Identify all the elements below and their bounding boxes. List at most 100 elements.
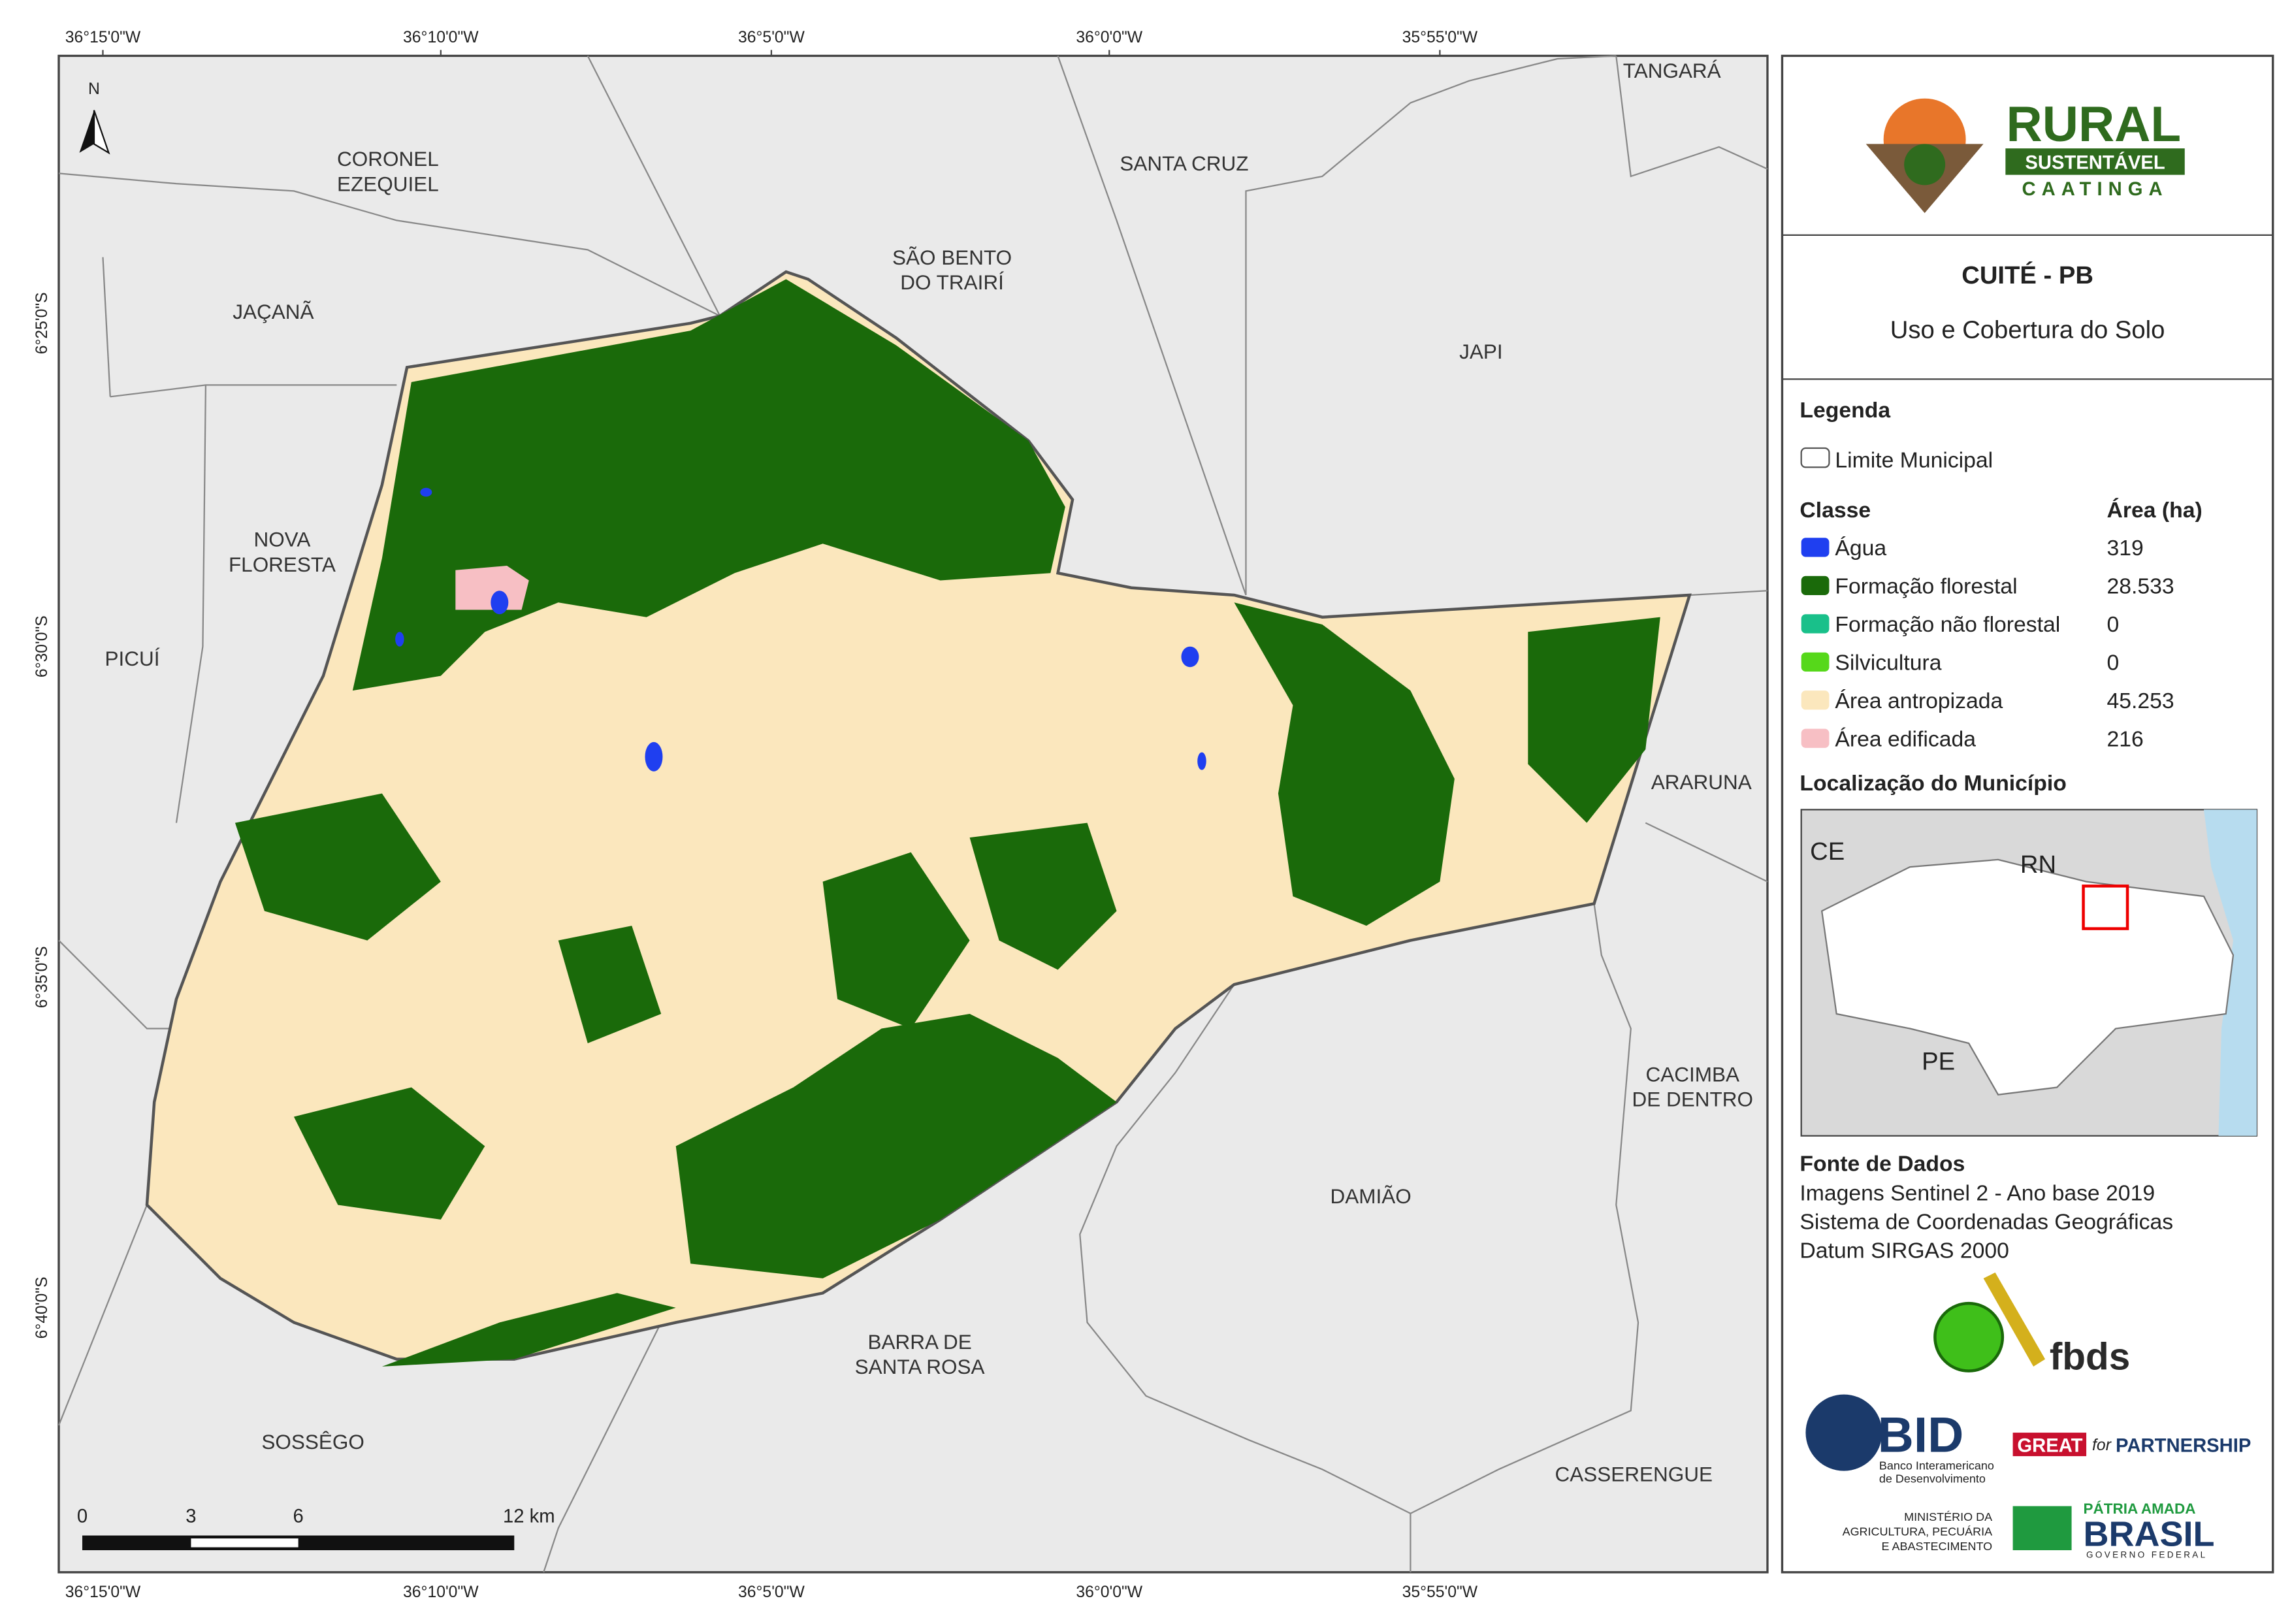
legend-area: 216: [2107, 727, 2144, 752]
lon-label: 36°0'0"W: [1076, 29, 1142, 46]
great-logo: GREAT: [2017, 1435, 2082, 1456]
great-partnership: PARTNERSHIP: [2116, 1435, 2251, 1456]
source-lines: Imagens Sentinel 2 - Ano base 2019 Sistem…: [1800, 1181, 2173, 1263]
inset-label: RN: [2020, 851, 2056, 879]
legend-class: Formação não florestal: [1835, 612, 2060, 637]
legend-area: 319: [2107, 536, 2144, 560]
source-heading: Fonte de Dados: [1800, 1152, 1965, 1177]
legend-swatch: [1800, 447, 1830, 468]
lon-label: 36°5'0"W: [738, 1583, 805, 1601]
lon-label: 36°15'0"W: [65, 1583, 141, 1601]
legend-area: 0: [2107, 612, 2120, 637]
legend-class: Água: [1835, 536, 1886, 560]
built-area: [455, 565, 529, 610]
scale-bar: [82, 1535, 515, 1551]
lon-label: 35°55'0"W: [1402, 1583, 1478, 1601]
brasil-top: PÁTRIA AMADA: [2084, 1501, 2196, 1517]
scale-label: 3: [186, 1506, 196, 1527]
source-line: Imagens Sentinel 2 - Ano base 2019: [1800, 1181, 2155, 1206]
logo-mark: [1865, 98, 1984, 214]
place-label: FLORESTA: [229, 553, 336, 576]
legend-area: 45.253: [2107, 689, 2174, 713]
place-label: CASSERENGUE: [1555, 1462, 1713, 1486]
place-label: TANGARÁ: [1623, 59, 1721, 82]
bid-logo: BID: [1878, 1407, 1964, 1463]
legend-heading: Legenda: [1800, 398, 1890, 423]
lon-label: 36°0'0"W: [1076, 1583, 1142, 1601]
place-label: SOSSÊGO: [261, 1430, 364, 1453]
partner-logos: [1805, 1272, 2087, 1551]
panel-title: CUITÉ - PB: [1961, 261, 2093, 289]
legend-class: Área antropizada: [1835, 689, 2003, 713]
lon-label: 36°10'0"W: [403, 29, 479, 46]
place-label: SANTA CRUZ: [1120, 152, 1248, 175]
place-label: JAPI: [1459, 340, 1503, 363]
forest-areas: [234, 279, 1660, 1367]
class-header: Classe: [1800, 498, 1871, 523]
area-header: Área (ha): [2107, 498, 2203, 523]
legend-area: 0: [2107, 651, 2120, 675]
location-heading: Localização do Município: [1800, 771, 2066, 796]
place-label: BARRA DE: [867, 1330, 971, 1354]
ministry: AGRICULTURA, PECUÁRIA: [1843, 1525, 1993, 1538]
inset-labels: CE RN PE: [1810, 837, 2056, 1076]
location-inset: [1800, 809, 2258, 1137]
logo-band: [2005, 148, 2185, 175]
legend-area: 28.533: [2107, 574, 2174, 599]
lon-label: 36°10'0"W: [403, 1583, 479, 1601]
legend-swatch: [1801, 652, 1830, 672]
lat-label: 6°30'0"S: [33, 615, 51, 677]
inset-label: PE: [1922, 1048, 1955, 1076]
north-label: N: [88, 80, 100, 98]
place-label: DAMIÃO: [1331, 1184, 1412, 1208]
panel-subtitle: Uso e Cobertura do Solo: [1890, 316, 2165, 344]
bid-sub: de Desenvolvimento: [1879, 1472, 1986, 1486]
bid-sub: Banco Interamericano: [1879, 1459, 1994, 1472]
legend-boundary: Limite Municipal: [1835, 447, 1993, 472]
legend-class: Silvicultura: [1835, 651, 1941, 675]
source-line: Datum SIRGAS 2000: [1800, 1238, 2009, 1263]
legend-swatch: [1801, 690, 1830, 710]
inset-label: CE: [1810, 837, 1845, 866]
legend-swatch: [1801, 538, 1830, 557]
place-label: ARARUNA: [1651, 770, 1752, 794]
source-line: Sistema de Coordenadas Geográficas: [1800, 1210, 2173, 1235]
lat-label: 6°35'0"S: [33, 946, 51, 1008]
lon-label: 36°15'0"W: [65, 29, 141, 46]
place-label: EZEQUIEL: [337, 172, 439, 195]
ministry: MINISTÉRIO DA: [1904, 1510, 1992, 1523]
place-label: NOVA: [253, 528, 310, 551]
neighbour-boundaries: [57, 55, 1768, 1573]
legend-class: Área edificada: [1835, 727, 1976, 752]
legend-swatch: [1801, 728, 1830, 748]
place-label: JAÇANÃ: [233, 300, 314, 323]
logo-title: RURAL: [2007, 97, 2182, 152]
logo-band-text: SUSTENTÁVEL: [2025, 152, 2165, 174]
great-for: for: [2092, 1437, 2112, 1454]
scale-label: 6: [293, 1506, 304, 1527]
lat-label: 6°25'0"S: [33, 292, 51, 354]
place-label: CACIMBA: [1646, 1062, 1739, 1086]
place-label: PICUÍ: [105, 647, 159, 670]
logo-sub: CAATINGA: [2022, 179, 2169, 200]
brasil: BRASIL: [2084, 1514, 2215, 1553]
map-labels: 36°15'0"W 36°15'0"W 36°10'0"W 36°10'0"W 36°5…: [33, 29, 1753, 1601]
place-label: CORONEL: [337, 147, 439, 171]
legend-rows: Água 319 Formação florestal 28.533 Formação …: [1801, 536, 2174, 752]
north-arrow-right: [93, 110, 110, 155]
legend-swatch: [1801, 576, 1830, 595]
place-label: DE DENTRO: [1632, 1088, 1753, 1111]
water-bodies: [395, 487, 1206, 771]
legend-class: Formação florestal: [1835, 574, 2017, 599]
lon-label: 35°55'0"W: [1402, 29, 1478, 46]
lon-label: 36°5'0"W: [738, 29, 805, 46]
north-arrow: [79, 110, 94, 153]
fbds-logo: fbds: [2050, 1335, 2130, 1378]
legend-swatch: [1801, 614, 1830, 634]
place-label: SÃO BENTO: [892, 246, 1012, 269]
place-label: SANTA ROSA: [855, 1355, 985, 1378]
ministry: E ABASTECIMENTO: [1882, 1540, 1993, 1553]
scale-label: 0: [77, 1506, 88, 1527]
